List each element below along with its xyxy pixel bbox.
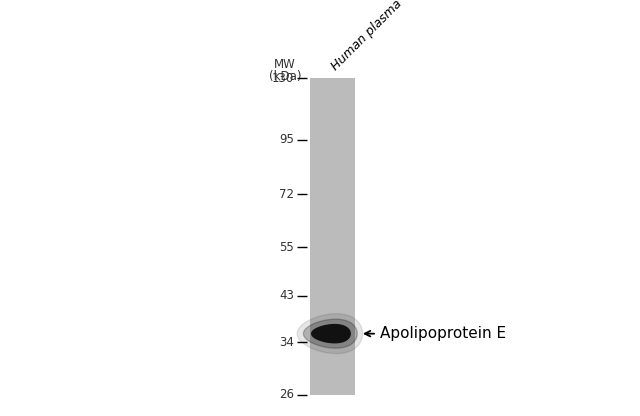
Text: 95: 95 — [279, 133, 294, 146]
Text: Human plasma: Human plasma — [328, 0, 404, 73]
Text: 34: 34 — [279, 336, 294, 349]
Text: (kDa): (kDa) — [269, 70, 301, 83]
Text: 130: 130 — [272, 72, 294, 84]
Text: Apolipoprotein E: Apolipoprotein E — [380, 326, 506, 341]
Polygon shape — [312, 324, 350, 343]
Text: 43: 43 — [279, 290, 294, 302]
Text: 72: 72 — [279, 188, 294, 201]
Text: 26: 26 — [279, 389, 294, 401]
Bar — [310, 78, 355, 395]
Polygon shape — [303, 319, 357, 348]
Text: MW: MW — [274, 58, 296, 71]
Polygon shape — [297, 314, 363, 354]
Text: 55: 55 — [279, 241, 294, 254]
